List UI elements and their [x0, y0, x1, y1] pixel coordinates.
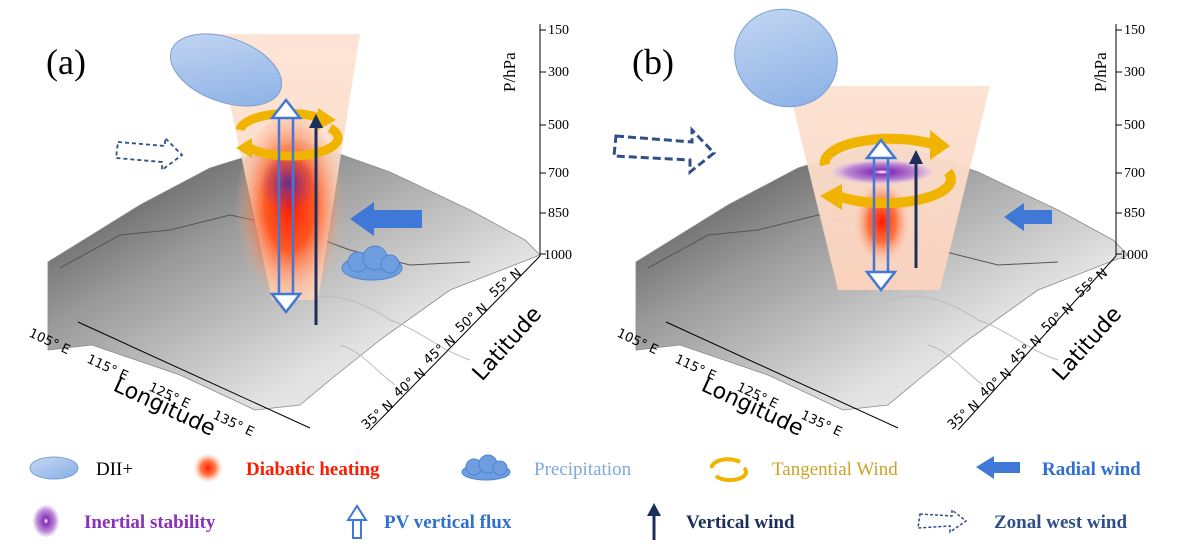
legend-item-dii: DII+ — [29, 456, 133, 480]
dii-ellipse-a — [169, 33, 283, 107]
tangential-arrowhead — [930, 130, 950, 160]
legend-item-precip: Precipitation — [461, 454, 632, 481]
legend-item-zonal: Zonal west wind — [917, 508, 1127, 534]
inertial-stability-legend-icon — [33, 505, 59, 537]
legend-label-radial: Radial wind — [1042, 459, 1141, 480]
dii-legend-icon — [29, 456, 79, 480]
tangential-arrowhead — [820, 184, 842, 210]
radial-wind-a — [350, 202, 422, 236]
panel-b: 150 300 500 700 850 1000 P/hPa 105° E 11… — [612, 8, 1148, 442]
p-tick-label: 850 — [548, 206, 569, 221]
pressure-ticks-a: 150 300 500 700 850 1000 — [540, 23, 572, 263]
inertial-stability-b — [832, 160, 932, 184]
lat-tick-label: 40° N — [977, 366, 1015, 401]
lon-tick-label: 135° E — [210, 408, 256, 440]
legend-label-zonal: Zonal west wind — [994, 512, 1127, 533]
legend-label-pvflux: PV vertical flux — [384, 512, 512, 533]
pv-vertical-flux-a — [269, 97, 303, 315]
pressure-axis-title: P/hPa — [1091, 52, 1110, 92]
pressure-axis-title: P/hPa — [500, 52, 519, 92]
legend-item-diabatic: Diabatic heating — [193, 453, 380, 483]
lat-tick-label: 40° N — [391, 366, 429, 401]
tangential-wind-b — [819, 133, 956, 209]
legend-label-dii: DII+ — [96, 459, 133, 480]
radial-wind-b — [1004, 203, 1052, 231]
precipitation-cloud-a — [341, 245, 403, 281]
lat-tick-label: 45° N — [1007, 333, 1045, 368]
lon-tick-label: 135° E — [798, 408, 844, 440]
pressure-ticks-b: 150 300 500 700 850 1000 — [1116, 23, 1148, 263]
zonal-west-wind-b — [612, 126, 717, 176]
p-tick-label: 1000 — [1120, 248, 1148, 263]
zonal-wind-legend-icon — [917, 508, 968, 534]
legend-item-inertial: Inertial stability — [33, 505, 216, 537]
legend-label-inertial: Inertial stability — [84, 512, 216, 533]
legend-item-tangential: Tangential Wind — [709, 457, 898, 483]
p-tick-label: 850 — [1124, 206, 1145, 221]
p-tick-label: 500 — [1124, 118, 1145, 133]
legend-label-vertical: Vertical wind — [686, 512, 795, 533]
legend: DII+ Diabatic heating Precipitation Tang… — [29, 453, 1141, 540]
legend-label-precip: Precipitation — [534, 459, 632, 480]
panel-label-b: (b) — [632, 42, 674, 82]
p-tick-label: 150 — [1124, 23, 1145, 38]
dii-ellipse-b — [734, 8, 838, 108]
lat-tick-label: 35° N — [359, 398, 397, 433]
tangential-wind-legend-icon — [709, 457, 749, 483]
coastline — [887, 295, 1059, 386]
cloud-legend-icon — [461, 454, 511, 481]
p-tick-label: 150 — [548, 23, 569, 38]
legend-label-diabatic: Diabatic heating — [246, 459, 380, 480]
zonal-west-wind-a — [114, 135, 184, 172]
longitude-axis-b — [665, 321, 899, 429]
lat-tick-label: 50° N — [1039, 301, 1077, 336]
p-tick-label: 1000 — [544, 248, 572, 263]
legend-item-pvflux: PV vertical flux — [346, 504, 512, 539]
inertial-stability-a — [260, 153, 316, 213]
lat-tick-label: 50° N — [453, 301, 491, 336]
tangential-arrowhead — [318, 108, 336, 130]
lat-tick-label: 35° N — [945, 398, 983, 433]
diabatic-heating-legend-icon — [193, 453, 223, 483]
legend-item-radial: Radial wind — [976, 456, 1141, 480]
legend-item-vertical: Vertical wind — [647, 503, 795, 540]
vertical-wind-b — [909, 150, 923, 268]
vertical-wind-a — [309, 114, 323, 325]
p-tick-label: 700 — [548, 166, 569, 181]
longitude-axis-a — [77, 321, 311, 429]
pv-flux-legend-icon — [346, 504, 368, 539]
tangential-arrowhead — [236, 138, 252, 158]
radial-wind-legend-icon — [976, 456, 1020, 479]
p-tick-label: 500 — [548, 118, 569, 133]
latitude-axis-a — [369, 255, 541, 431]
latitude-axis-b — [957, 255, 1117, 431]
legend-label-tangential: Tangential Wind — [772, 459, 898, 480]
pv-vertical-flux-b — [864, 137, 898, 293]
p-tick-label: 300 — [548, 65, 569, 80]
p-tick-label: 700 — [1124, 166, 1145, 181]
coastline — [299, 295, 471, 386]
p-tick-label: 300 — [1124, 65, 1145, 80]
panel-label-a: (a) — [46, 42, 86, 82]
vertical-wind-legend-icon — [647, 503, 661, 540]
panel-a: 150 300 500 700 850 1000 P/hPa 105° E 11… — [26, 23, 572, 442]
diabatic-heating-b — [854, 180, 910, 264]
